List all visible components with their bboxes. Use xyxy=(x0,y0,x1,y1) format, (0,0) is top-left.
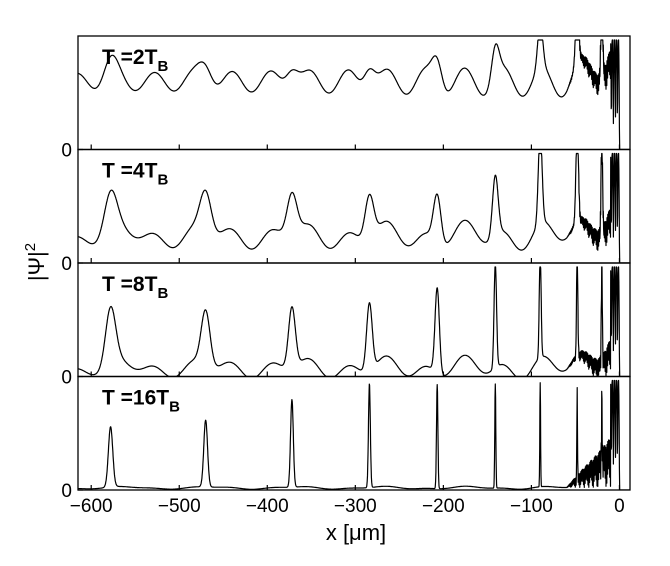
y-zero-label: 0 xyxy=(61,141,72,162)
panel-label: T =8TB xyxy=(102,273,168,302)
y-zero-label: 0 xyxy=(61,368,72,389)
panel-frame xyxy=(77,148,631,264)
panel-label-sub: B xyxy=(157,172,168,189)
series-line-3 xyxy=(78,266,630,377)
x-tick-label: −300 xyxy=(334,496,377,517)
y-axis-label-base: |Ψ| xyxy=(24,251,49,281)
series-line-1 xyxy=(78,39,630,150)
x-tick-label: −500 xyxy=(158,496,201,517)
y-axis-label-exp: 2 xyxy=(22,243,39,251)
panel-label: T =4TB xyxy=(102,160,168,189)
x-tick-label: −100 xyxy=(510,496,553,517)
panel-2: 0 T =4TB xyxy=(61,148,631,275)
panel-frame xyxy=(77,375,631,491)
panel-label-main: T =8T xyxy=(102,273,158,296)
panel-label-sub: B xyxy=(169,399,180,416)
panel-label-sub: B xyxy=(157,285,168,302)
x-tick-label: 0 xyxy=(614,496,625,517)
panel-1: 0 T =2TB xyxy=(61,35,631,162)
panel-label-main: T =16T xyxy=(102,387,169,410)
x-tick-label: −400 xyxy=(246,496,289,517)
y-zero-label: 0 xyxy=(61,254,72,275)
panel-label-sub: B xyxy=(157,58,168,75)
panel-label-main: T =4T xyxy=(102,160,158,183)
panel-4: 0 T =16TB xyxy=(61,375,631,502)
panel-3: 0 T =8TB xyxy=(61,262,631,389)
panel-label: T =16TB xyxy=(102,387,180,416)
panel-frame xyxy=(77,35,631,151)
y-zero-label: 0 xyxy=(61,481,72,502)
x-axis: −600 −500 −400 −300 −200 −100 0 xyxy=(70,496,625,517)
series-line-2 xyxy=(78,152,630,263)
panel-label: T =2TB xyxy=(102,46,168,75)
series-line-4 xyxy=(78,379,630,490)
y-axis-label: |Ψ|2 xyxy=(22,243,49,281)
x-tick-label: −600 xyxy=(70,496,113,517)
panel-frame xyxy=(77,262,631,378)
x-axis-label: x [μm] xyxy=(326,520,386,545)
x-tick-label: −200 xyxy=(422,496,465,517)
panel-label-main: T =2T xyxy=(102,46,158,69)
